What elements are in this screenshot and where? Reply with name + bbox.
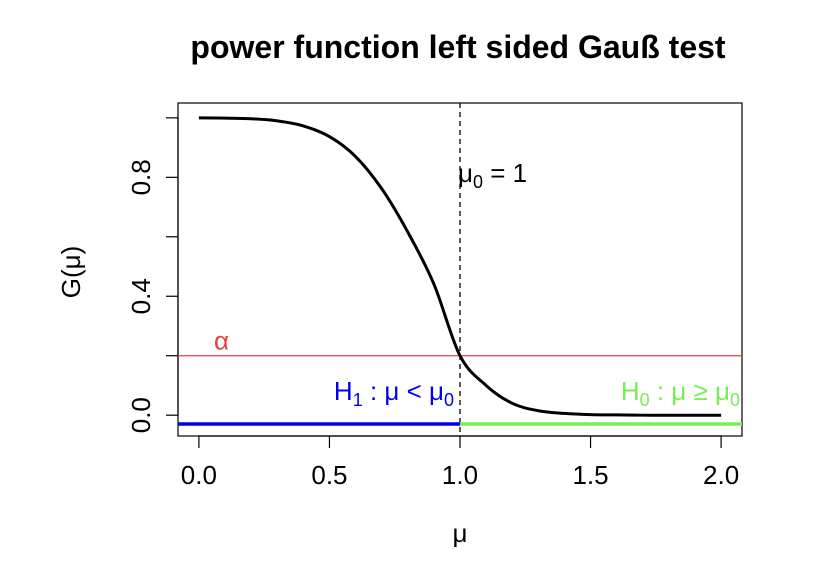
x-tick-label: 0.5	[311, 460, 347, 490]
y-tick-label: 0.8	[126, 159, 156, 195]
series-group	[198, 116, 722, 417]
y-tick-label: 0.0	[126, 397, 156, 433]
y-axis: 0.0 0.4 0.8	[126, 117, 179, 433]
y-tick-label: 0.4	[126, 278, 156, 314]
h0-annotation: H0 : μ ≥ μ0	[621, 376, 740, 410]
y-axis-label: G(μ)	[56, 246, 86, 299]
mu0-annotation: μ0 = 1	[458, 158, 527, 192]
power-curve-line	[198, 116, 722, 417]
alpha-annotation: α	[214, 326, 229, 356]
x-tick-label: 1.0	[442, 460, 478, 490]
x-tick-label: 1.5	[572, 460, 608, 490]
x-tick-label: 0.0	[181, 460, 217, 490]
x-tick-label: 2.0	[703, 460, 739, 490]
x-axis: 0.0 0.5 1.0 1.5 2.0	[181, 435, 739, 490]
x-axis-label: μ	[453, 518, 468, 548]
h1-annotation: H1 : μ < μ0	[334, 376, 454, 410]
chart-title: power function left sided Gauß test	[190, 29, 725, 65]
